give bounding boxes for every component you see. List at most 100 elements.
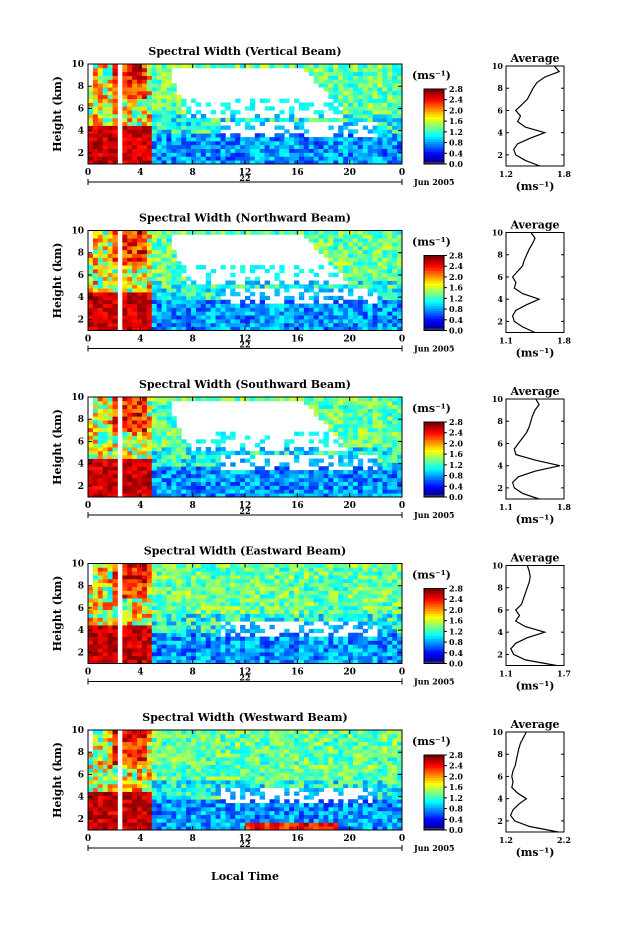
colorbar-tick-label: 2.8 — [449, 584, 463, 594]
heatmap-cells — [88, 730, 403, 831]
colorbar-unit: (ms⁻¹) — [412, 236, 451, 249]
y-tick-label: 2 — [78, 648, 84, 658]
colorbar-tick-label: 0.8 — [449, 471, 463, 481]
y-tick-label: 8 — [78, 582, 84, 592]
colorbar-tick-label: 2.8 — [449, 750, 463, 760]
profile-y-tick-label: 10 — [492, 561, 504, 571]
colorbar-tick-label: 0.4 — [449, 315, 463, 325]
x-tick-label: 4 — [137, 501, 143, 511]
profile-line — [511, 398, 561, 500]
y-tick-label: 2 — [78, 815, 84, 825]
profile-y-tick-label: 4 — [497, 294, 503, 304]
date-label: Jun 2005 — [413, 843, 454, 853]
profile-frame — [505, 565, 565, 666]
x-tick-label: 12 — [239, 501, 252, 511]
x-tick-label: 16 — [291, 168, 304, 178]
profile-y-tick-label: 6 — [497, 272, 503, 282]
profile-x-label: (ms⁻¹) — [516, 680, 555, 693]
profile-x-tick-label: 1.7 — [557, 669, 571, 679]
panel-5: Spectral Width (Westward Beam) 2 4 6 8 10 Heig… — [51, 711, 571, 859]
profile-x-label: (ms⁻¹) — [516, 347, 555, 360]
panel-2: Spectral Width (Northward Beam) 2 4 6 8 10 Hei… — [51, 212, 571, 360]
profile-line — [509, 731, 559, 833]
y-tick-label: 2 — [78, 315, 84, 325]
x-tick-label: 8 — [190, 668, 196, 678]
profile-y-tick-label: 2 — [497, 649, 503, 659]
colorbar-unit: (ms⁻¹) — [412, 569, 451, 582]
colorbar-tick-label: 0.0 — [449, 159, 463, 169]
colorbar-tick-label: 0.4 — [449, 648, 463, 658]
panel-title: Spectral Width (Vertical Beam) — [148, 45, 341, 58]
x-tick-label: 20 — [343, 501, 356, 511]
y-axis-label: Height (km) — [51, 742, 64, 818]
profile-y-tick-label: 6 — [497, 105, 503, 115]
date-label: Jun 2005 — [413, 344, 454, 354]
profile-y-tick-label: 2 — [497, 483, 503, 493]
colorbar-tick-label: 0.0 — [449, 825, 463, 835]
x-tick-label: 8 — [190, 335, 196, 345]
colorbar-tick-label: 2.8 — [449, 417, 463, 427]
profile-frame — [505, 731, 565, 833]
profile-y-tick-label: 8 — [497, 250, 503, 260]
profile-y-tick-label: 2 — [497, 150, 503, 160]
profile-line — [511, 232, 541, 334]
profile-x-tick-label: 1.2 — [499, 835, 513, 845]
profile-title: Average — [509, 219, 559, 232]
colorbar-tick-label: 0.8 — [449, 138, 463, 148]
profile-x-tick-label: 1.8 — [557, 169, 571, 179]
profile-x-tick-label: 1.1 — [499, 336, 513, 346]
colorbar — [423, 255, 447, 331]
y-tick-label: 4 — [78, 127, 84, 137]
x-tick-label: 16 — [291, 668, 304, 678]
colorbar-tick-label: 0.0 — [449, 492, 463, 502]
colorbar — [423, 588, 447, 664]
date-label: Jun 2005 — [413, 677, 454, 687]
colorbar-tick-label: 2.4 — [449, 95, 463, 105]
x-tick-label: 20 — [343, 834, 356, 844]
profile-title: Average — [509, 52, 559, 65]
panel-title: Spectral Width (Southward Beam) — [139, 378, 351, 391]
x-tick-label: 0 — [399, 168, 405, 178]
day-label: 22 — [239, 340, 250, 350]
y-tick-label: 4 — [78, 293, 84, 303]
colorbar-tick-label: 2.0 — [449, 105, 463, 115]
colorbar-tick-label: 2.4 — [449, 594, 463, 604]
colorbar-tick-label: 2.4 — [449, 428, 463, 438]
panel-title: Spectral Width (Westward Beam) — [142, 711, 347, 724]
profile-y-tick-label: 4 — [497, 461, 503, 471]
profile-line — [510, 565, 557, 667]
colorbar-tick-label: 2.0 — [449, 272, 463, 282]
y-tick-label: 10 — [71, 227, 84, 237]
colorbar-tick-label: 2.0 — [449, 605, 463, 615]
y-tick-label: 8 — [78, 415, 84, 425]
profile-y-tick-label: 6 — [497, 438, 503, 448]
profile-y-tick-label: 8 — [497, 416, 503, 426]
profile-line — [513, 65, 561, 167]
colorbar-tick-label: 0.4 — [449, 148, 463, 158]
colorbar-tick-label: 2.8 — [449, 84, 463, 94]
colorbar — [423, 88, 447, 165]
y-tick-label: 6 — [78, 271, 84, 281]
panel-3: Spectral Width (Southward Beam) 2 4 6 8 10 Hei… — [51, 378, 571, 526]
x-tick-label: 20 — [343, 335, 356, 345]
y-tick-label: 6 — [78, 604, 84, 614]
panel-1: Spectral Width (Vertical Beam) 2 4 6 8 10 Heig… — [51, 45, 571, 193]
colorbar-tick-label: 0.8 — [449, 804, 463, 814]
x-tick-label: 16 — [291, 335, 304, 345]
day-label: 22 — [239, 839, 250, 849]
colorbar-tick-label: 1.6 — [449, 616, 463, 626]
y-tick-label: 2 — [78, 482, 84, 492]
profile-x-tick-label: 1.8 — [557, 336, 571, 346]
colorbar-tick-label: 1.6 — [449, 116, 463, 126]
y-tick-label: 8 — [78, 249, 84, 259]
profile-y-tick-label: 6 — [497, 771, 503, 781]
x-tick-label: 16 — [291, 834, 304, 844]
date-label: Jun 2005 — [413, 177, 454, 187]
profile-x-tick-label: 1.2 — [499, 169, 513, 179]
x-tick-label: 0 — [399, 501, 405, 511]
day-label: 22 — [239, 173, 250, 183]
profile-x-label: (ms⁻¹) — [516, 513, 555, 526]
profile-y-tick-label: 8 — [497, 83, 503, 93]
x-tick-label: 12 — [239, 668, 252, 678]
